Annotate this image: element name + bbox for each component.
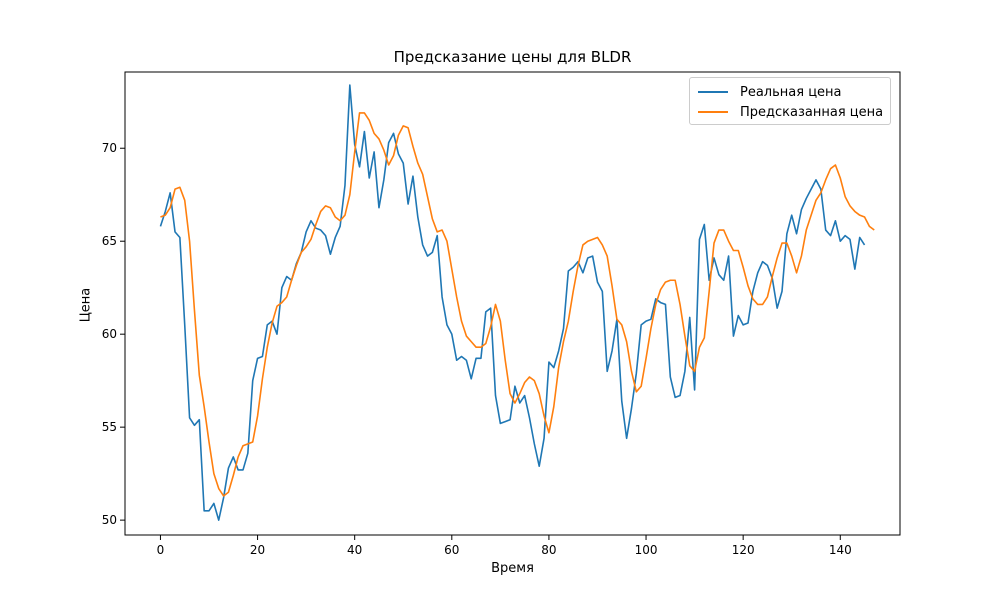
x-tick-label: 0 (157, 543, 165, 557)
series-line-real-price (159, 84, 866, 521)
legend-swatch-predicted (698, 111, 728, 113)
y-tick-label: 50 (102, 513, 117, 527)
chart-title: Предсказание цены для BLDR (393, 48, 632, 66)
x-tick-label: 120 (732, 543, 755, 557)
y-axis-ticks: 50 55 60 65 70 (102, 141, 125, 527)
legend-item-real: Реальная цена (698, 83, 842, 101)
x-axis-label: Время (491, 561, 534, 576)
legend-label-real: Реальная цена (740, 84, 842, 100)
y-tick-label: 70 (102, 141, 117, 155)
x-tick-label: 20 (250, 543, 265, 557)
legend-item-predicted: Предсказанная цена (698, 103, 883, 121)
x-tick-label: 80 (541, 543, 556, 557)
series-lines (159, 84, 875, 521)
plot-area-frame (124, 71, 901, 536)
x-tick-label: 40 (347, 543, 362, 557)
x-tick-label: 140 (829, 543, 852, 557)
x-tick-label: 60 (444, 543, 459, 557)
y-tick-label: 65 (102, 234, 117, 248)
y-axis-label: Цена (78, 287, 94, 323)
legend: Реальная цена Предсказанная цена (689, 77, 891, 125)
y-tick-label: 55 (102, 420, 117, 434)
series-line-predicted-price (160, 112, 875, 497)
y-tick-label: 60 (102, 327, 117, 341)
legend-swatch-real (698, 91, 728, 93)
x-tick-label: 100 (635, 543, 658, 557)
legend-label-predicted: Предсказанная цена (740, 104, 884, 120)
x-axis-ticks: 0 20 40 60 80 100 120 140 (157, 535, 852, 557)
